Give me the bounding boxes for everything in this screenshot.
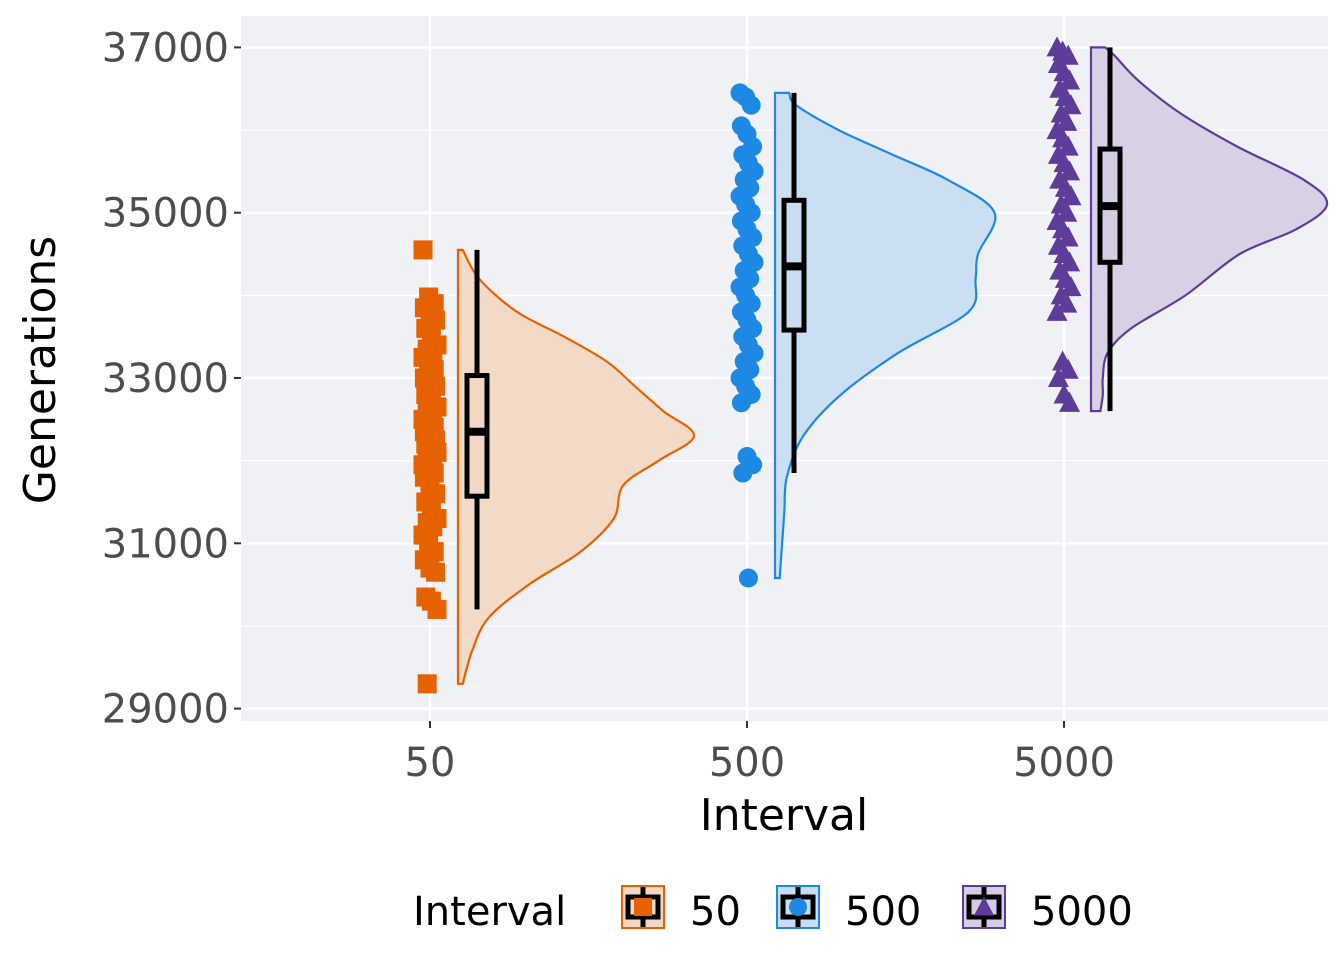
- data-point: [1057, 358, 1079, 379]
- data-point: [1057, 226, 1079, 247]
- legend: Interval 50 500 5000: [413, 885, 1133, 935]
- legend-item-50: 50: [621, 885, 741, 935]
- data-point: [1060, 94, 1082, 115]
- y-tick-label: 35000: [102, 191, 229, 237]
- density-cloud-5000: [1089, 46, 1329, 413]
- data-point: [1056, 292, 1078, 313]
- data-point: [1059, 69, 1081, 90]
- x-tick-label: 5000: [1013, 740, 1115, 786]
- data-point: [1060, 185, 1082, 206]
- y-tick-label: 37000: [102, 25, 229, 71]
- box-50: [464, 373, 490, 499]
- density-cloud-50: [456, 248, 696, 685]
- y-tick-label: 29000: [102, 687, 229, 733]
- x-tick-label: 50: [405, 740, 456, 786]
- y-tick-label: 31000: [102, 521, 229, 567]
- y-axis: 29000 31000 33000 35000 37000: [102, 25, 241, 733]
- legend-label-500: 500: [845, 889, 921, 935]
- x-axis: 50 500 5000: [405, 721, 1115, 786]
- data-point: [427, 599, 447, 619]
- data-point: [1046, 300, 1068, 321]
- data-point: [417, 674, 437, 694]
- data-point: [1059, 391, 1081, 412]
- y-axis-title: Generations: [15, 236, 66, 504]
- legend-label-50: 50: [690, 889, 741, 935]
- data-point: [738, 568, 758, 588]
- box-plots: [464, 47, 1123, 610]
- data-point: [741, 95, 761, 115]
- legend-key-marker: [974, 896, 994, 916]
- legend-item-500: 500: [776, 885, 921, 935]
- density-cloud-500: [773, 91, 997, 580]
- legend-item-5000: 5000: [962, 885, 1133, 935]
- data-point: [731, 393, 751, 413]
- data-point: [413, 240, 433, 260]
- legend-key-marker: [634, 898, 652, 916]
- data-point: [1056, 110, 1078, 131]
- y-tick-label: 33000: [102, 356, 229, 402]
- data-point: [1057, 44, 1079, 65]
- data-point: [1059, 160, 1081, 181]
- data-point: [1057, 135, 1079, 156]
- legend-title: Interval: [413, 889, 566, 935]
- legend-key-marker: [789, 898, 807, 916]
- data-point: [1060, 276, 1082, 297]
- data-point: [1059, 251, 1081, 272]
- data-point: [733, 463, 753, 483]
- x-tick-label: 500: [709, 740, 785, 786]
- x-axis-title: Interval: [700, 790, 869, 841]
- data-point: [1047, 366, 1069, 388]
- data-point: [1056, 201, 1078, 222]
- legend-label-5000: 5000: [1031, 889, 1133, 935]
- density-clouds: [456, 46, 1329, 685]
- data-point: [426, 562, 446, 582]
- data-points: [413, 36, 1082, 694]
